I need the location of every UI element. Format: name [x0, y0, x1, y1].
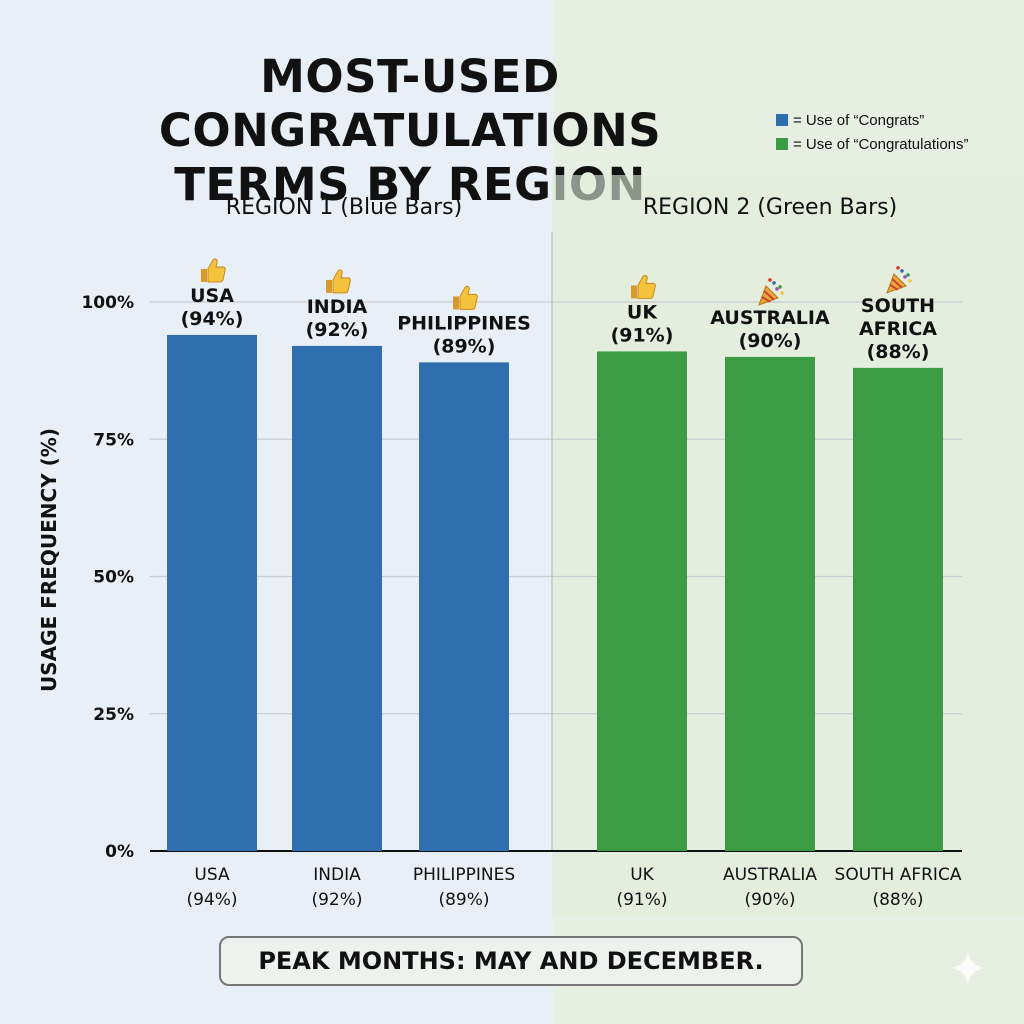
bar-label: (89%) [433, 335, 496, 357]
bar-label: USA [190, 285, 234, 307]
bar-usa [167, 334, 257, 851]
bar-label: AFRICA [859, 318, 937, 340]
y-tick-label: 25% [93, 705, 134, 725]
y-tick-label: 0% [105, 842, 134, 862]
legend-item-congrats: = Use of “Congrats” [776, 108, 969, 132]
legend-label-congratulations: = Use of “Congratulations” [793, 135, 969, 153]
legend-swatch-green [776, 138, 788, 150]
peak-months-note: PEAK MONTHS: MAY AND DECEMBER. [219, 936, 803, 986]
x-category-label: (89%) [438, 890, 489, 910]
bar-label: INDIA [307, 296, 368, 318]
legend-item-congratulations: = Use of “Congratulations” [776, 132, 969, 156]
party-popper-icon [886, 266, 912, 294]
bar-label: (94%) [181, 308, 244, 330]
bar-australia [725, 356, 815, 851]
y-tick-label: 75% [93, 430, 134, 450]
y-tick-label: 100% [81, 293, 134, 313]
x-category-label: (91%) [616, 890, 667, 910]
region-title-1: REGION 1 (Blue Bars) [226, 195, 462, 220]
x-category-label: SOUTH AFRICA [835, 865, 962, 885]
x-category-label: (88%) [872, 890, 923, 910]
y-tick-label: 50% [93, 568, 134, 588]
bar-india [292, 345, 382, 851]
x-category-label: USA [194, 865, 230, 885]
y-axis-title: USAGE FREQUENCY (%) [37, 428, 61, 692]
x-category-label: INDIA [313, 865, 361, 885]
bar-label: (92%) [306, 319, 369, 341]
x-category-label: AUSTRALIA [723, 865, 817, 885]
bar-label: AUSTRALIA [710, 307, 830, 329]
chart-title-line-1: MOST-USED CONGRATULATIONS [158, 50, 662, 157]
region-title-2: REGION 2 (Green Bars) [643, 195, 897, 220]
bar-label: (88%) [867, 341, 930, 363]
party-popper-icon [758, 278, 784, 306]
thumbs-up-icon [326, 269, 351, 294]
x-category-label: (92%) [311, 890, 362, 910]
bar-label: UK [627, 301, 658, 323]
legend-swatch-blue [776, 114, 788, 126]
bar-uk [597, 351, 687, 851]
bar-south-africa [853, 367, 943, 851]
bar-label: (90%) [739, 330, 802, 352]
bar-label: SOUTH [861, 295, 935, 317]
x-category-label: UK [630, 865, 654, 885]
thumbs-up-icon [201, 258, 226, 283]
x-category-label: (90%) [744, 890, 795, 910]
bar-philippines [419, 362, 509, 851]
x-category-label: (94%) [186, 890, 237, 910]
thumbs-up-icon [453, 285, 478, 310]
bar-label: (91%) [611, 324, 674, 346]
sparkle-icon [950, 950, 986, 986]
thumbs-up-icon [631, 274, 656, 299]
bar-label: PHILIPPINES [397, 312, 531, 334]
chart-legend: = Use of “Congrats” = Use of “Congratula… [776, 108, 969, 156]
legend-label-congrats: = Use of “Congrats” [793, 111, 925, 129]
x-category-label: PHILIPPINES [413, 865, 515, 885]
